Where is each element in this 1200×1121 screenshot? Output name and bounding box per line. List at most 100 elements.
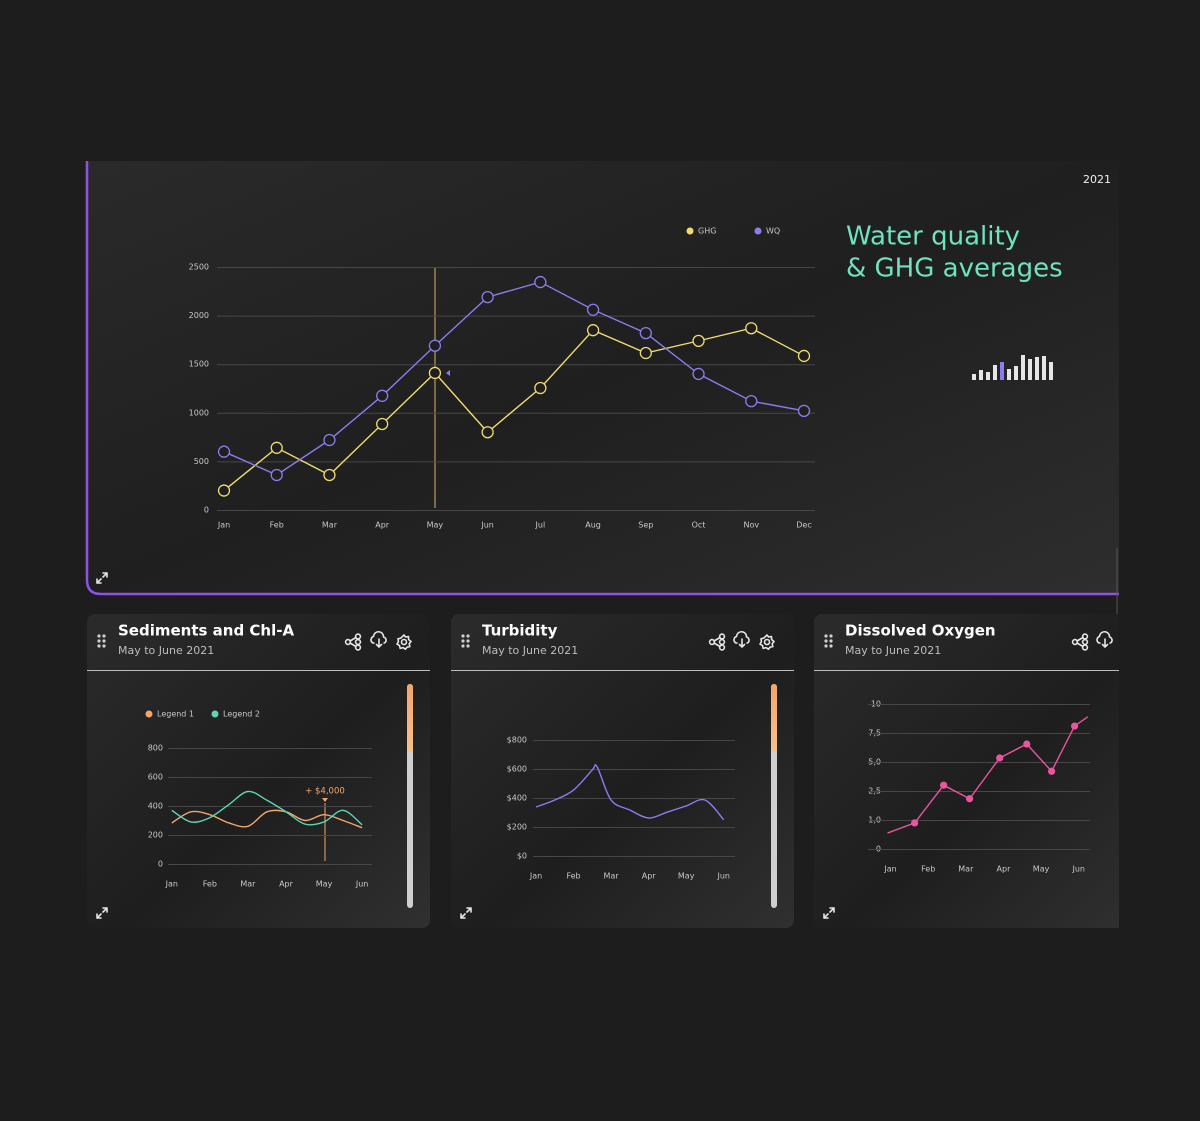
data-point [965, 795, 974, 803]
pointer [446, 370, 450, 376]
x-tick-label: Jun [1071, 865, 1085, 874]
data-point [428, 366, 442, 380]
y-tick-label: 1000 [189, 408, 209, 417]
x-tick-label: Jan [165, 880, 178, 889]
card-subtitle: May to June 2021 [482, 644, 578, 657]
x-tick-label: Feb [921, 865, 935, 874]
x-tick-label: Apr [997, 865, 1012, 874]
legend-swatch [686, 227, 694, 235]
y-tick-label: $600 [507, 765, 527, 774]
x-tick-label: Jun [355, 880, 369, 889]
data-point [323, 433, 336, 447]
chart-title: Water quality [846, 222, 1020, 252]
x-tick-label: Apr [375, 521, 390, 530]
y-tick-label: $800 [507, 736, 527, 745]
y-tick-label: 400 [148, 802, 163, 811]
data-point [376, 417, 389, 431]
data-point [586, 324, 600, 337]
legend-label: GHG [698, 227, 716, 236]
data-point [270, 468, 283, 482]
x-tick-label: May [678, 872, 695, 881]
series-line [171, 809, 363, 829]
x-tick-label: Jul [535, 521, 546, 530]
series-line [223, 327, 805, 492]
card [814, 614, 1119, 928]
scrollbar-thumb[interactable] [407, 684, 413, 752]
legend-swatch [145, 710, 153, 718]
x-tick-label: Dec [796, 521, 811, 530]
card [451, 614, 794, 928]
card-title: Dissolved Oxygen [845, 622, 996, 640]
data-point [428, 339, 442, 352]
x-tick-label: Jan [529, 872, 542, 881]
x-tick-label: Feb [270, 521, 284, 530]
panel-accent [85, 161, 1119, 596]
data-point [996, 754, 1004, 762]
legend-label: WQ [766, 227, 780, 236]
data-point [1023, 740, 1031, 748]
x-tick-label: May [316, 880, 333, 889]
x-tick-label: Mar [604, 872, 620, 881]
x-tick-label: Feb [203, 880, 217, 889]
y-tick-label: 0 [204, 506, 209, 515]
x-tick-label: Aug [585, 521, 601, 530]
data-point [1070, 722, 1079, 730]
data-point [481, 290, 494, 304]
card-subtitle: May to June 2021 [118, 644, 214, 657]
x-tick-label: Oct [692, 521, 706, 530]
legend-label: Legend 1 [157, 710, 194, 719]
card-title: Turbidity [482, 622, 558, 640]
legend-swatch [754, 227, 762, 235]
series-line [535, 764, 725, 821]
x-tick-label: May [1033, 865, 1050, 874]
y-tick-label: 2000 [189, 311, 209, 320]
x-tick-label: May [427, 521, 444, 530]
data-point [940, 781, 948, 789]
data-point [376, 389, 389, 402]
x-tick-label: Apr [642, 872, 657, 881]
data-point [911, 819, 919, 827]
data-point [1048, 767, 1056, 775]
y-tick-label: 200 [148, 831, 163, 840]
data-point [692, 334, 705, 348]
y-tick-label: 2500 [189, 263, 209, 272]
plots: Jan Feb Mar Apr May Jun Jul Aug Sep Oct Nov Dec 0 500… [145, 227, 1090, 889]
data-point [534, 275, 547, 289]
chart-title: & GHG averages [846, 254, 1063, 284]
data-point [323, 468, 336, 482]
x-tick-label: Mar [322, 521, 338, 530]
data-point [797, 349, 811, 363]
data-point [534, 381, 547, 395]
y-tick-label: $0 [517, 852, 527, 861]
panels: + $4,000 2021 Water quality & GHG averag… [85, 161, 1119, 928]
data-point [217, 445, 231, 458]
x-tick-label: Jan [217, 521, 230, 530]
x-tick-label: Mar [958, 865, 974, 874]
data-point [217, 484, 231, 497]
card-subtitle: May to June 2021 [845, 644, 941, 657]
mini-bars-icon [972, 355, 1053, 380]
x-tick-label: Apr [279, 880, 294, 889]
y-tick-label: 800 [148, 744, 163, 753]
x-tick-label: Nov [743, 521, 759, 530]
series-line [223, 281, 805, 476]
x-tick-label: Jun [480, 521, 494, 530]
x-tick-label: Jun [716, 872, 730, 881]
x-tick-label: Mar [240, 880, 256, 889]
y-tick-label: 1500 [189, 360, 209, 369]
y-tick-label: 600 [148, 773, 163, 782]
x-tick-label: Sep [638, 521, 653, 530]
y-tick-label: $400 [507, 794, 527, 803]
scrollbar-thumb[interactable] [771, 684, 777, 752]
data-point [481, 426, 494, 439]
main-panel [86, 161, 1119, 595]
data-point [692, 367, 705, 381]
x-tick-label: Feb [566, 872, 580, 881]
y-tick-label: 0 [158, 860, 163, 869]
annotation-pointer [322, 798, 328, 802]
annotation: + $4,000 [305, 787, 345, 797]
legend-swatch [211, 710, 219, 718]
data-point [270, 441, 283, 454]
y-tick-label: $200 [507, 823, 527, 832]
